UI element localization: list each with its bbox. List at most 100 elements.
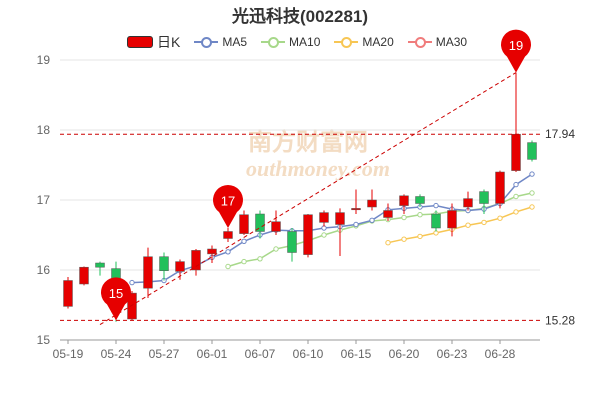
legend-item-ma10[interactable]: MA10 bbox=[261, 35, 320, 49]
ma5-point-7 bbox=[241, 238, 247, 245]
ma10-point-0 bbox=[225, 263, 231, 270]
x-tick-label-1: 05-24 bbox=[101, 347, 132, 361]
candle-body-25 bbox=[463, 198, 473, 208]
legend-label-ma10: MA10 bbox=[289, 35, 321, 49]
candle-body-16 bbox=[319, 212, 329, 223]
candle-body-10 bbox=[223, 231, 233, 239]
ma20-line bbox=[387, 206, 533, 244]
ma10-point-19 bbox=[529, 190, 535, 196]
x-tick-label-2: 05-27 bbox=[149, 347, 180, 361]
candle-body-2 bbox=[95, 262, 105, 268]
ma20-point-8 bbox=[513, 209, 519, 215]
candle-body-24 bbox=[447, 210, 457, 229]
candle-body-18 bbox=[351, 208, 361, 211]
candle-body-7 bbox=[175, 261, 185, 272]
x-tick-label-7: 06-20 bbox=[389, 347, 420, 361]
candle-body-17 bbox=[335, 212, 345, 225]
ma5-legend-icon bbox=[194, 36, 219, 48]
candle-body-13 bbox=[271, 221, 281, 232]
marker-pin-2 bbox=[501, 29, 531, 73]
y-tick-label-18: 18 bbox=[37, 123, 51, 137]
ma5-point-24 bbox=[513, 181, 519, 188]
candle-body-12 bbox=[255, 213, 265, 232]
ma5-point-15 bbox=[369, 217, 375, 224]
ma5-point-0 bbox=[129, 279, 135, 286]
ma20-point-7 bbox=[497, 215, 503, 221]
candle-body-14 bbox=[287, 231, 297, 253]
y-tick-label-19: 19 bbox=[37, 53, 51, 67]
ma10-point-6 bbox=[321, 232, 327, 238]
ma20-point-9 bbox=[529, 204, 535, 210]
candle-body-15 bbox=[303, 214, 313, 255]
x-tick-label-6: 06-15 bbox=[341, 347, 372, 361]
marker-pin-1 bbox=[213, 185, 243, 228]
marker-label-2: 19 bbox=[509, 38, 523, 53]
ma10-point-18 bbox=[513, 193, 519, 200]
candle-body-29 bbox=[527, 142, 537, 160]
ref-line-label-1: 15.28 bbox=[545, 313, 575, 327]
marker-pin-0 bbox=[101, 277, 131, 321]
ma10-point-1 bbox=[241, 258, 247, 265]
y-tick-label-17: 17 bbox=[37, 193, 51, 207]
ma20-point-6 bbox=[481, 219, 487, 226]
x-tick-label-9: 06-28 bbox=[485, 347, 516, 361]
chart-title: 光迅科技(002281) bbox=[231, 7, 369, 26]
candle-body-19 bbox=[367, 199, 377, 208]
candle-body-22 bbox=[415, 196, 425, 204]
candle-body-4 bbox=[127, 292, 137, 320]
legend-label-ma30: MA30 bbox=[435, 35, 468, 49]
trend-line bbox=[99, 72, 517, 326]
ma20-point-2 bbox=[417, 233, 423, 240]
ma10-point-12 bbox=[417, 212, 423, 218]
x-tick-label-4: 06-07 bbox=[245, 347, 276, 361]
y-tick-label-15: 15 bbox=[37, 333, 51, 347]
ma10-legend-icon bbox=[261, 36, 286, 48]
legend-label-ma20: MA20 bbox=[362, 35, 394, 49]
x-tick-label-8: 06-23 bbox=[437, 347, 468, 361]
legend-item-ma20[interactable]: MA20 bbox=[334, 35, 394, 49]
ma20-point-1 bbox=[401, 236, 407, 242]
x-tick-label-5: 06-10 bbox=[293, 347, 324, 361]
candle-body-6 bbox=[159, 256, 169, 271]
ma10-point-3 bbox=[273, 246, 279, 252]
ma20-point-5 bbox=[465, 222, 471, 228]
legend-item-candle[interactable]: 日K bbox=[127, 32, 180, 52]
ma5-point-6 bbox=[225, 249, 231, 255]
ma5-point-25 bbox=[529, 171, 535, 177]
legend-item-ma5[interactable]: MA5 bbox=[194, 35, 247, 49]
x-tick-label-3: 06-01 bbox=[197, 347, 228, 361]
ma20-legend-icon bbox=[334, 36, 359, 48]
candle-body-8 bbox=[191, 250, 201, 271]
candle-body-11 bbox=[239, 214, 249, 234]
candle-body-28 bbox=[511, 133, 521, 171]
ma5-point-19 bbox=[433, 202, 439, 209]
ma20-point-0 bbox=[385, 240, 391, 246]
legend: 日K MA5 MA10 MA20 MA30 bbox=[127, 33, 481, 51]
y-tick-label-16: 16 bbox=[37, 263, 51, 277]
ma30-legend-icon bbox=[407, 36, 432, 48]
marker-label-1: 17 bbox=[221, 194, 235, 209]
candle-body-9 bbox=[207, 248, 217, 255]
ma10-point-2 bbox=[257, 256, 263, 262]
marker-label-0: 15 bbox=[109, 286, 123, 301]
candle-body-26 bbox=[479, 191, 489, 204]
candle-body-20 bbox=[383, 210, 393, 218]
candle-body-0 bbox=[63, 280, 73, 307]
x-tick-label-0: 05-19 bbox=[53, 347, 84, 361]
ma10-point-11 bbox=[401, 214, 407, 221]
ma5-point-14 bbox=[353, 221, 359, 228]
legend-label-candle: 日K bbox=[157, 34, 181, 50]
candle-body-21 bbox=[399, 195, 409, 206]
candle-legend-icon bbox=[127, 36, 153, 48]
ref-line-label-0: 17.94 bbox=[545, 127, 575, 141]
legend-label-ma5: MA5 bbox=[222, 35, 248, 49]
candle-body-5 bbox=[143, 256, 153, 289]
candle-body-23 bbox=[431, 213, 441, 229]
candle-body-27 bbox=[495, 171, 505, 204]
candle-body-1 bbox=[79, 266, 89, 285]
watermark-en: outhmoney.com bbox=[246, 156, 390, 181]
watermark: 南方财富网 outhmoney.com bbox=[246, 128, 390, 181]
legend-item-ma30[interactable]: MA30 bbox=[407, 35, 468, 49]
watermark-cn: 南方财富网 bbox=[248, 128, 368, 156]
